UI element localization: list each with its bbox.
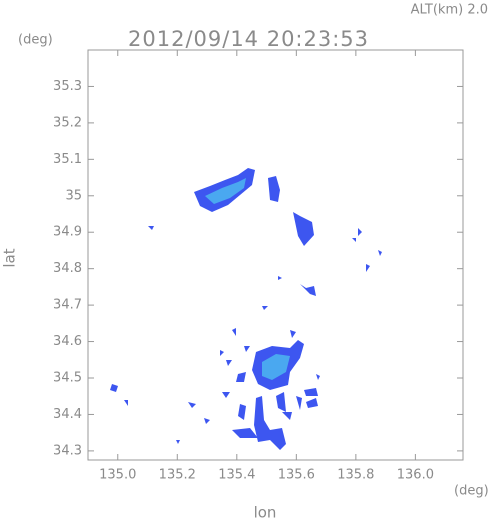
chart-title: 2012/09/14 20:23:53	[128, 27, 369, 51]
altitude-label: ALT(km) 2.0	[411, 3, 488, 18]
x-tick-label: 135.2	[159, 468, 196, 483]
x-tick-label: 136.0	[397, 468, 434, 483]
x-axis-label: lon	[254, 504, 277, 521]
y-axis-label: lat	[1, 248, 19, 267]
y-tick-label: 34.8	[53, 261, 82, 276]
x-unit: (deg)	[454, 484, 489, 499]
y-tick-label: 35	[65, 188, 82, 203]
plot-frame	[87, 49, 464, 461]
x-tick-label: 135.0	[99, 468, 136, 483]
y-tick-label: 34.6	[53, 334, 82, 349]
y-tick-label: 35.2	[53, 115, 82, 130]
x-tick-label: 135.8	[337, 468, 374, 483]
x-tick-label: 135.4	[218, 468, 255, 483]
y-tick-label: 34.3	[53, 443, 82, 458]
y-tick-label: 35.3	[53, 79, 82, 94]
y-tick-label: 34.5	[53, 371, 82, 386]
y-tick-label: 35.1	[53, 152, 82, 167]
y-unit: (deg)	[18, 33, 53, 48]
y-tick-label: 34.7	[53, 298, 82, 313]
y-tick-label: 34.9	[53, 225, 82, 240]
radar-echoes	[110, 168, 382, 450]
x-tick-label: 135.6	[278, 468, 315, 483]
y-tick-label: 34.4	[53, 407, 82, 422]
